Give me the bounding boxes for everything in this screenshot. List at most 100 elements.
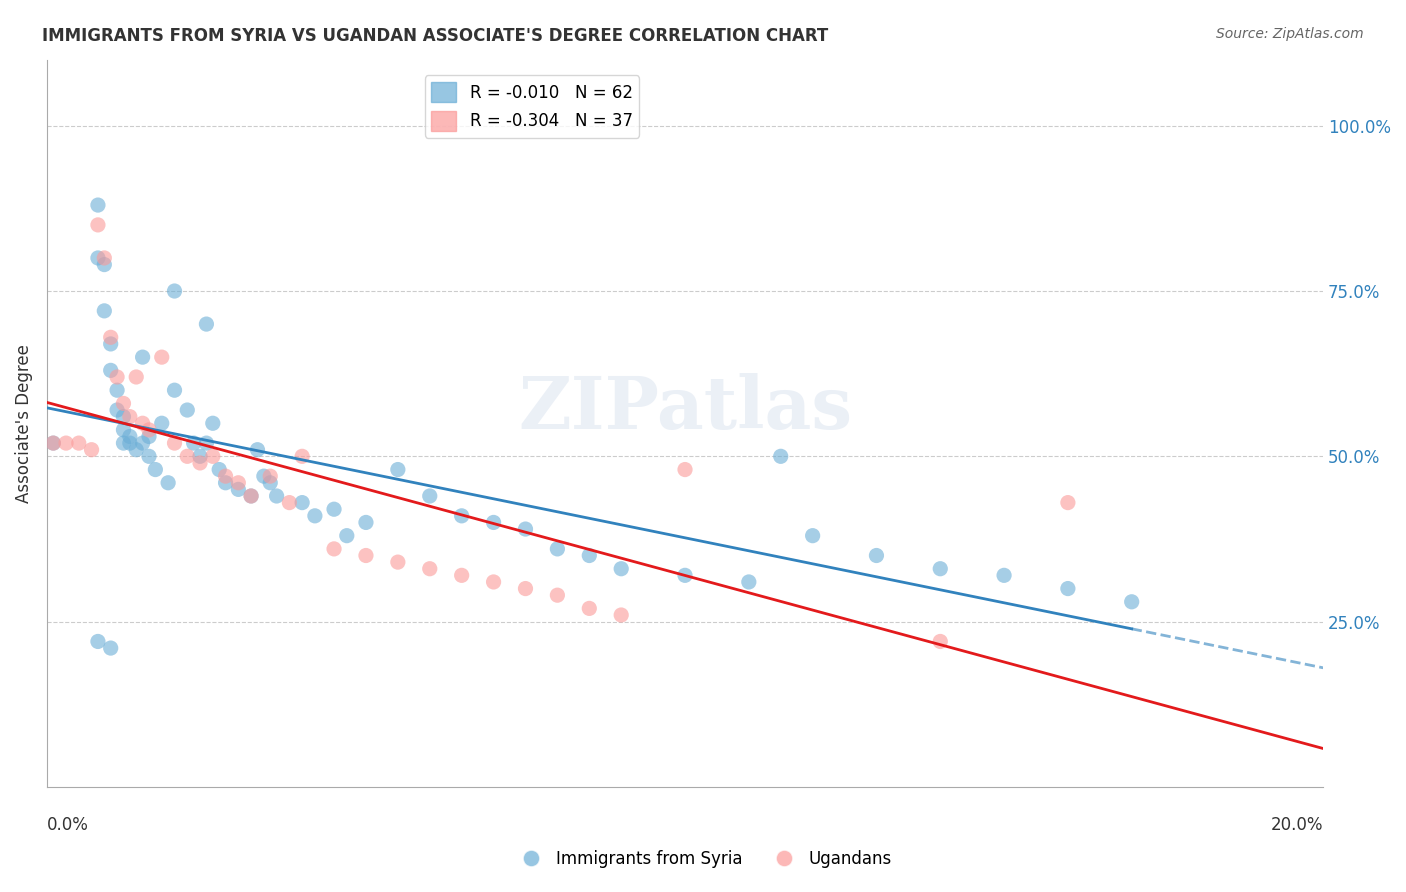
Immigrants from Syria <box>515 522 537 536</box>
Ugandans <box>105 370 128 384</box>
Immigrants from Syria <box>163 383 186 397</box>
Immigrants from Syria <box>100 641 122 656</box>
Immigrants from Syria <box>176 403 198 417</box>
Ugandans <box>610 607 633 622</box>
Ugandans <box>929 634 952 648</box>
Ugandans <box>118 409 141 424</box>
Immigrants from Syria <box>112 409 135 424</box>
Immigrants from Syria <box>195 317 218 331</box>
Immigrants from Syria <box>105 403 128 417</box>
Text: 0.0%: 0.0% <box>46 816 89 834</box>
Immigrants from Syria <box>150 417 173 431</box>
Immigrants from Syria <box>865 549 887 563</box>
Legend: Immigrants from Syria, Ugandans: Immigrants from Syria, Ugandans <box>508 844 898 875</box>
Immigrants from Syria <box>100 363 122 377</box>
Immigrants from Syria <box>100 337 122 351</box>
Ugandans <box>228 475 250 490</box>
Ugandans <box>515 582 537 596</box>
Immigrants from Syria <box>105 383 128 397</box>
Text: 20.0%: 20.0% <box>1271 816 1323 834</box>
Ugandans <box>450 568 472 582</box>
Immigrants from Syria <box>112 436 135 450</box>
Immigrants from Syria <box>929 562 952 576</box>
Immigrants from Syria <box>112 423 135 437</box>
Ugandans <box>323 541 346 556</box>
Immigrants from Syria <box>87 198 110 212</box>
Immigrants from Syria <box>259 475 281 490</box>
Immigrants from Syria <box>1057 582 1080 596</box>
Ugandans <box>578 601 600 615</box>
Ugandans <box>138 423 160 437</box>
Ugandans <box>291 450 314 464</box>
Immigrants from Syria <box>183 436 205 450</box>
Immigrants from Syria <box>87 634 110 648</box>
Ugandans <box>188 456 211 470</box>
Ugandans <box>80 442 103 457</box>
Ugandans <box>42 436 65 450</box>
Ugandans <box>87 218 110 232</box>
Immigrants from Syria <box>578 549 600 563</box>
Ugandans <box>214 469 236 483</box>
Immigrants from Syria <box>482 516 505 530</box>
Immigrants from Syria <box>131 350 153 364</box>
Immigrants from Syria <box>738 574 761 589</box>
Immigrants from Syria <box>769 450 792 464</box>
Ugandans <box>240 489 263 503</box>
Ugandans <box>546 588 568 602</box>
Text: IMMIGRANTS FROM SYRIA VS UGANDAN ASSOCIATE'S DEGREE CORRELATION CHART: IMMIGRANTS FROM SYRIA VS UGANDAN ASSOCIA… <box>42 27 828 45</box>
Immigrants from Syria <box>387 462 409 476</box>
Immigrants from Syria <box>138 450 160 464</box>
Immigrants from Syria <box>163 284 186 298</box>
Text: Source: ZipAtlas.com: Source: ZipAtlas.com <box>1216 27 1364 41</box>
Immigrants from Syria <box>801 529 824 543</box>
Immigrants from Syria <box>125 442 148 457</box>
Immigrants from Syria <box>419 489 441 503</box>
Immigrants from Syria <box>291 495 314 509</box>
Ugandans <box>112 396 135 410</box>
Ugandans <box>387 555 409 569</box>
Ugandans <box>482 574 505 589</box>
Immigrants from Syria <box>131 436 153 450</box>
Ugandans <box>419 562 441 576</box>
Immigrants from Syria <box>253 469 276 483</box>
Immigrants from Syria <box>304 508 326 523</box>
Ugandans <box>150 350 173 364</box>
Ugandans <box>100 330 122 344</box>
Immigrants from Syria <box>208 462 231 476</box>
Immigrants from Syria <box>157 475 180 490</box>
Immigrants from Syria <box>240 489 263 503</box>
Immigrants from Syria <box>87 251 110 265</box>
Immigrants from Syria <box>93 258 115 272</box>
Immigrants from Syria <box>214 475 236 490</box>
Immigrants from Syria <box>93 303 115 318</box>
Immigrants from Syria <box>42 436 65 450</box>
Immigrants from Syria <box>323 502 346 516</box>
Immigrants from Syria <box>118 429 141 443</box>
Ugandans <box>278 495 301 509</box>
Ugandans <box>93 251 115 265</box>
Immigrants from Syria <box>450 508 472 523</box>
Ugandans <box>55 436 77 450</box>
Immigrants from Syria <box>1121 595 1143 609</box>
Ugandans <box>201 450 224 464</box>
Immigrants from Syria <box>145 462 167 476</box>
Immigrants from Syria <box>610 562 633 576</box>
Ugandans <box>163 436 186 450</box>
Immigrants from Syria <box>336 529 359 543</box>
Immigrants from Syria <box>546 541 568 556</box>
Immigrants from Syria <box>246 442 269 457</box>
Immigrants from Syria <box>228 483 250 497</box>
Immigrants from Syria <box>138 429 160 443</box>
Ugandans <box>131 417 153 431</box>
Immigrants from Syria <box>266 489 288 503</box>
Ugandans <box>176 450 198 464</box>
Ugandans <box>259 469 281 483</box>
Immigrants from Syria <box>993 568 1015 582</box>
Ugandans <box>125 370 148 384</box>
Ugandans <box>67 436 90 450</box>
Ugandans <box>673 462 696 476</box>
Immigrants from Syria <box>673 568 696 582</box>
Immigrants from Syria <box>354 516 377 530</box>
Immigrants from Syria <box>201 417 224 431</box>
Ugandans <box>1057 495 1080 509</box>
